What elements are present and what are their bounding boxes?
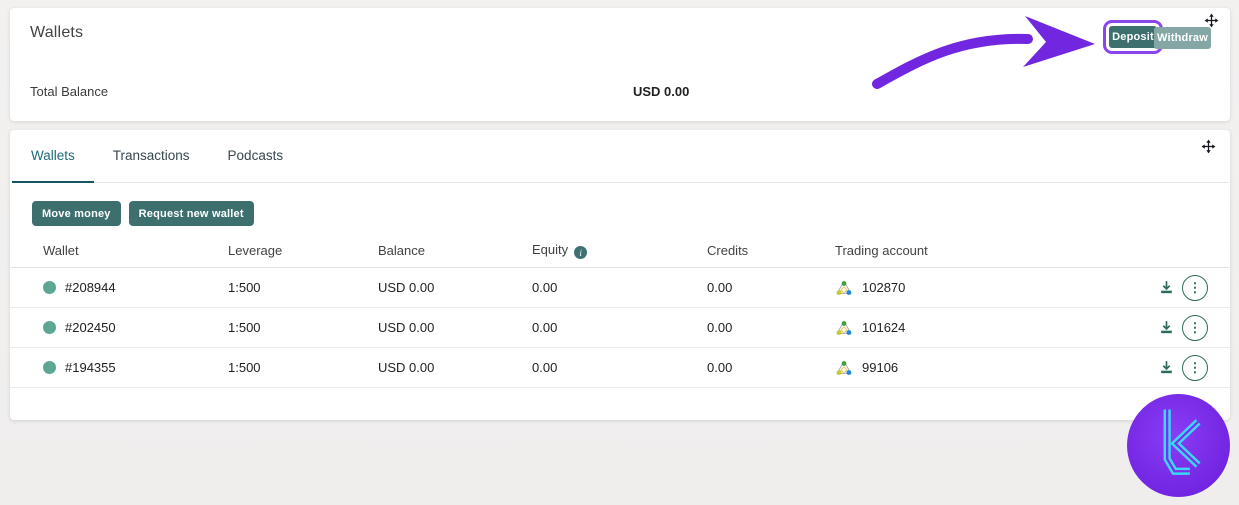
download-button[interactable] — [1156, 278, 1176, 298]
col-equity: Equity i — [532, 242, 707, 260]
kebab-menu-icon[interactable]: ⋮ — [1182, 314, 1208, 341]
table-row: #208944 1:500 USD 0.00 0.00 0.00 102870 … — [10, 268, 1230, 308]
wallet-status-dot — [43, 281, 56, 294]
leverage-value: 1:500 — [228, 320, 261, 335]
kebab-menu-icon[interactable]: ⋮ — [1182, 274, 1208, 301]
credits-value: 0.00 — [707, 320, 733, 335]
col-balance: Balance — [378, 243, 425, 258]
tab-podcasts[interactable]: Podcasts — [227, 148, 284, 163]
download-button[interactable] — [1156, 318, 1176, 338]
equity-value: 0.00 — [532, 320, 558, 335]
move-handle-icon[interactable] — [1201, 139, 1216, 154]
equity-value: 0.00 — [532, 360, 558, 375]
credits-value: 0.00 — [707, 280, 733, 295]
wallet-id: #208944 — [65, 280, 116, 295]
request-new-wallet-button[interactable]: Request new wallet — [128, 201, 254, 226]
wallet-id: #202450 — [65, 320, 116, 335]
balance-header-card: Wallets Total Balance USD 0.00 Deposit W… — [10, 8, 1230, 121]
col-credits: Credits — [707, 243, 749, 258]
col-leverage: Leverage — [228, 243, 283, 258]
download-button[interactable] — [1156, 358, 1176, 378]
total-balance-label: Total Balance — [30, 84, 109, 99]
brand-logo — [1127, 394, 1230, 497]
tab-transactions[interactable]: Transactions — [112, 148, 190, 163]
download-icon — [1160, 361, 1172, 374]
credits-value: 0.00 — [707, 360, 733, 375]
download-icon — [1160, 281, 1172, 294]
wallets-table: Wallet Leverage Balance Equity i Credits … — [10, 234, 1230, 388]
trading-platform-icon — [836, 319, 852, 335]
leverage-value: 1:500 — [228, 360, 261, 375]
withdraw-button[interactable]: Withdraw — [1154, 27, 1211, 49]
tab-wallets[interactable]: Wallets — [12, 130, 94, 183]
balance-value: USD 0.00 — [378, 280, 435, 295]
balance-value: USD 0.00 — [378, 320, 435, 335]
equity-value: 0.00 — [532, 280, 558, 295]
balance-value: USD 0.00 — [378, 360, 435, 375]
move-money-button[interactable]: Move money — [32, 201, 121, 226]
download-icon — [1160, 321, 1172, 334]
annotation-arrow — [872, 16, 1095, 89]
trading-platform-icon — [836, 359, 852, 375]
table-header-row: Wallet Leverage Balance Equity i Credits … — [10, 234, 1230, 268]
trading-account-number: 101624 — [862, 320, 906, 335]
move-handle-icon[interactable] — [1204, 13, 1219, 28]
deposit-highlight-ring: Deposit — [1103, 20, 1163, 54]
page-title: Wallets — [30, 24, 84, 41]
leverage-value: 1:500 — [228, 280, 261, 295]
trading-platform-icon — [836, 279, 852, 295]
tab-bar: Wallets Transactions Podcasts — [12, 130, 1230, 183]
deposit-button[interactable]: Deposit — [1109, 26, 1157, 48]
col-wallet: Wallet — [43, 243, 79, 258]
wallet-status-dot — [43, 361, 56, 374]
wallet-status-dot — [43, 321, 56, 334]
wallet-id: #194355 — [65, 360, 116, 375]
col-trading-account: Trading account — [835, 243, 928, 258]
table-row: #194355 1:500 USD 0.00 0.00 0.00 99106 ⋮ — [10, 348, 1230, 388]
info-icon[interactable]: i — [574, 246, 588, 260]
total-balance-value: USD 0.00 — [633, 84, 690, 99]
wallets-card: Wallets Transactions Podcasts Move money… — [10, 130, 1230, 420]
kebab-menu-icon[interactable]: ⋮ — [1182, 354, 1208, 381]
trading-account-number: 99106 — [862, 360, 899, 375]
wallet-actions: Move money Request new wallet — [32, 201, 254, 226]
table-row: #202450 1:500 USD 0.00 0.00 0.00 101624 … — [10, 308, 1230, 348]
trading-account-number: 102870 — [862, 280, 906, 295]
